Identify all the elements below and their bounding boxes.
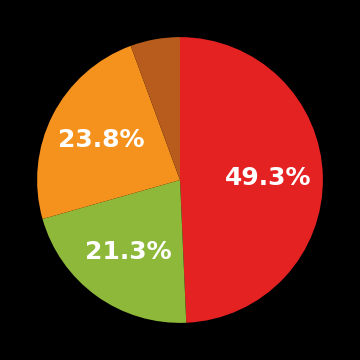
Text: 23.8%: 23.8% <box>58 128 144 152</box>
Text: 21.3%: 21.3% <box>85 240 171 264</box>
Wedge shape <box>180 37 323 323</box>
Wedge shape <box>131 37 180 180</box>
Wedge shape <box>42 180 186 323</box>
Wedge shape <box>37 46 180 219</box>
Text: 49.3%: 49.3% <box>225 166 312 190</box>
